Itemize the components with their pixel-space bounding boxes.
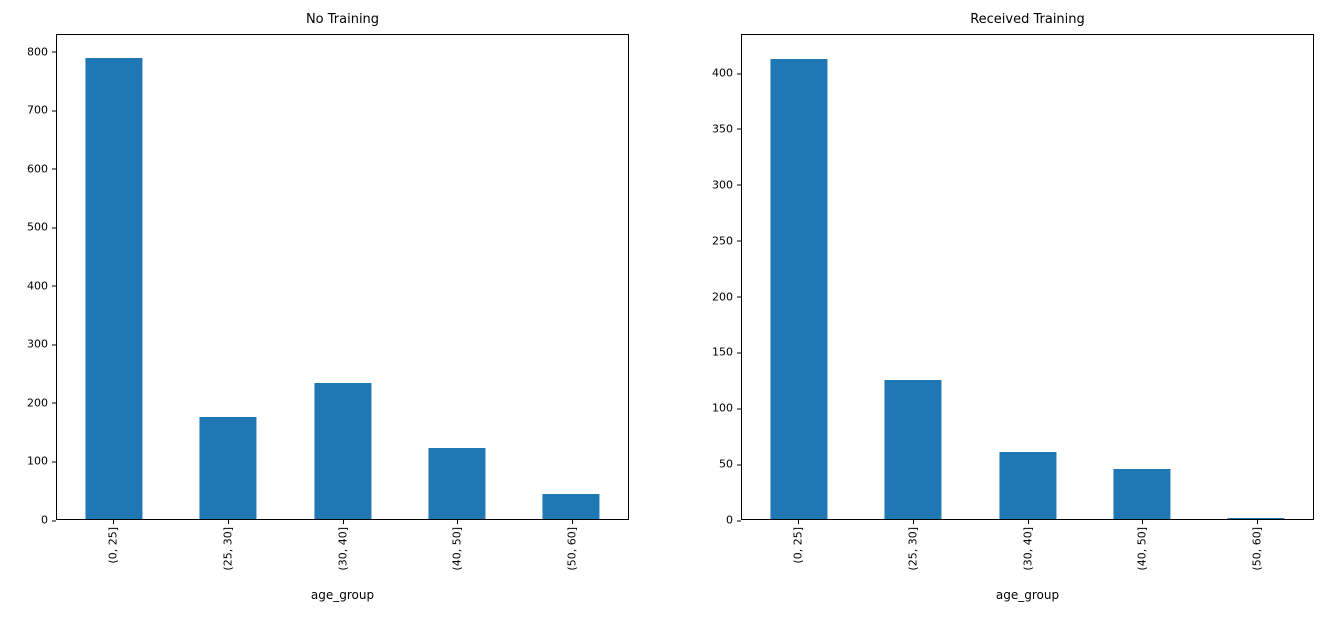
x-axis: (0, 25] (25, 30] (30, 40] (40, 50] (50, 60] [741,520,1314,586]
chart-title: Received Training [970,12,1085,27]
y-tick-label: 150 [712,346,741,359]
y-tick-label: 300 [27,338,56,351]
bar-(50, 60] [542,493,600,519]
y-tick-label: 200 [712,290,741,303]
x-tick-mark [113,520,115,524]
y-tick-label: 800 [27,45,56,58]
y-tick-label: 350 [712,122,741,135]
bar-(25, 30] [884,379,942,519]
y-tick-label: 0 [41,514,56,527]
chart-panel-received-training: Received Training 0 50 100 150 200 250 300 350 4… [695,10,1314,606]
chart-panel-no-training: No Training 0 100 200 300 400 500 600 700 800 (0… [10,10,629,606]
x-tick-label: (25, 30] [221,527,235,571]
x-tick-mark [227,520,229,524]
x-tick-mark [1142,520,1144,524]
y-tick-label: 400 [712,67,741,80]
x-tick-label: (25, 30] [906,527,920,571]
bar-(0, 25] [770,59,828,519]
y-tick-label: 200 [27,396,56,409]
x-tick-label: (40, 50] [1135,527,1149,571]
x-tick-mark [342,520,344,524]
x-tick-mark [457,520,459,524]
y-tick-label: 600 [27,162,56,175]
bar-(40, 50] [428,447,486,519]
chart-title: No Training [305,12,380,27]
x-axis-label: age_group [310,588,375,602]
x-tick-mark [1256,520,1258,524]
y-axis: 0 100 200 300 400 500 600 700 800 [10,34,56,527]
y-tick-label: 50 [719,458,741,471]
x-tick-label: (50, 60] [1250,527,1264,571]
x-axis-label: age_group [995,588,1060,602]
x-tick-mark [798,520,800,524]
bar-(30, 40] [998,452,1057,519]
x-tick-label: (0, 25] [791,527,805,564]
bar-(40, 50] [1113,468,1171,519]
charts-row: No Training 0 100 200 300 400 500 600 700 800 (0… [10,10,1314,606]
y-tick-label: 0 [726,514,741,527]
bar-(25, 30] [199,416,257,519]
x-tick-label: (30, 40] [1021,527,1034,571]
y-tick-label: 100 [27,455,56,468]
x-tick-mark [1027,520,1029,524]
y-tick-label: 500 [27,221,56,234]
x-tick-mark [571,520,573,524]
plot-area [56,34,629,520]
y-axis: 0 50 100 150 200 250 300 350 400 [695,34,741,527]
x-tick-mark [912,520,914,524]
x-tick-label: (0, 25] [106,527,120,564]
y-tick-label: 700 [27,104,56,117]
bar-(30, 40] [313,383,372,519]
y-tick-label: 400 [27,279,56,292]
y-tick-label: 250 [712,234,741,247]
x-tick-label: (30, 40] [336,527,349,571]
x-axis: (0, 25] (25, 30] (30, 40] (40, 50] (50, 60] [56,520,629,586]
y-tick-label: 300 [712,178,741,191]
x-tick-label: (50, 60] [565,527,579,571]
y-tick-label: 100 [712,402,741,415]
plot-area [741,34,1314,520]
bar-(0, 25] [85,58,143,519]
x-tick-label: (40, 50] [450,527,464,571]
bar-(50, 60] [1227,517,1285,519]
